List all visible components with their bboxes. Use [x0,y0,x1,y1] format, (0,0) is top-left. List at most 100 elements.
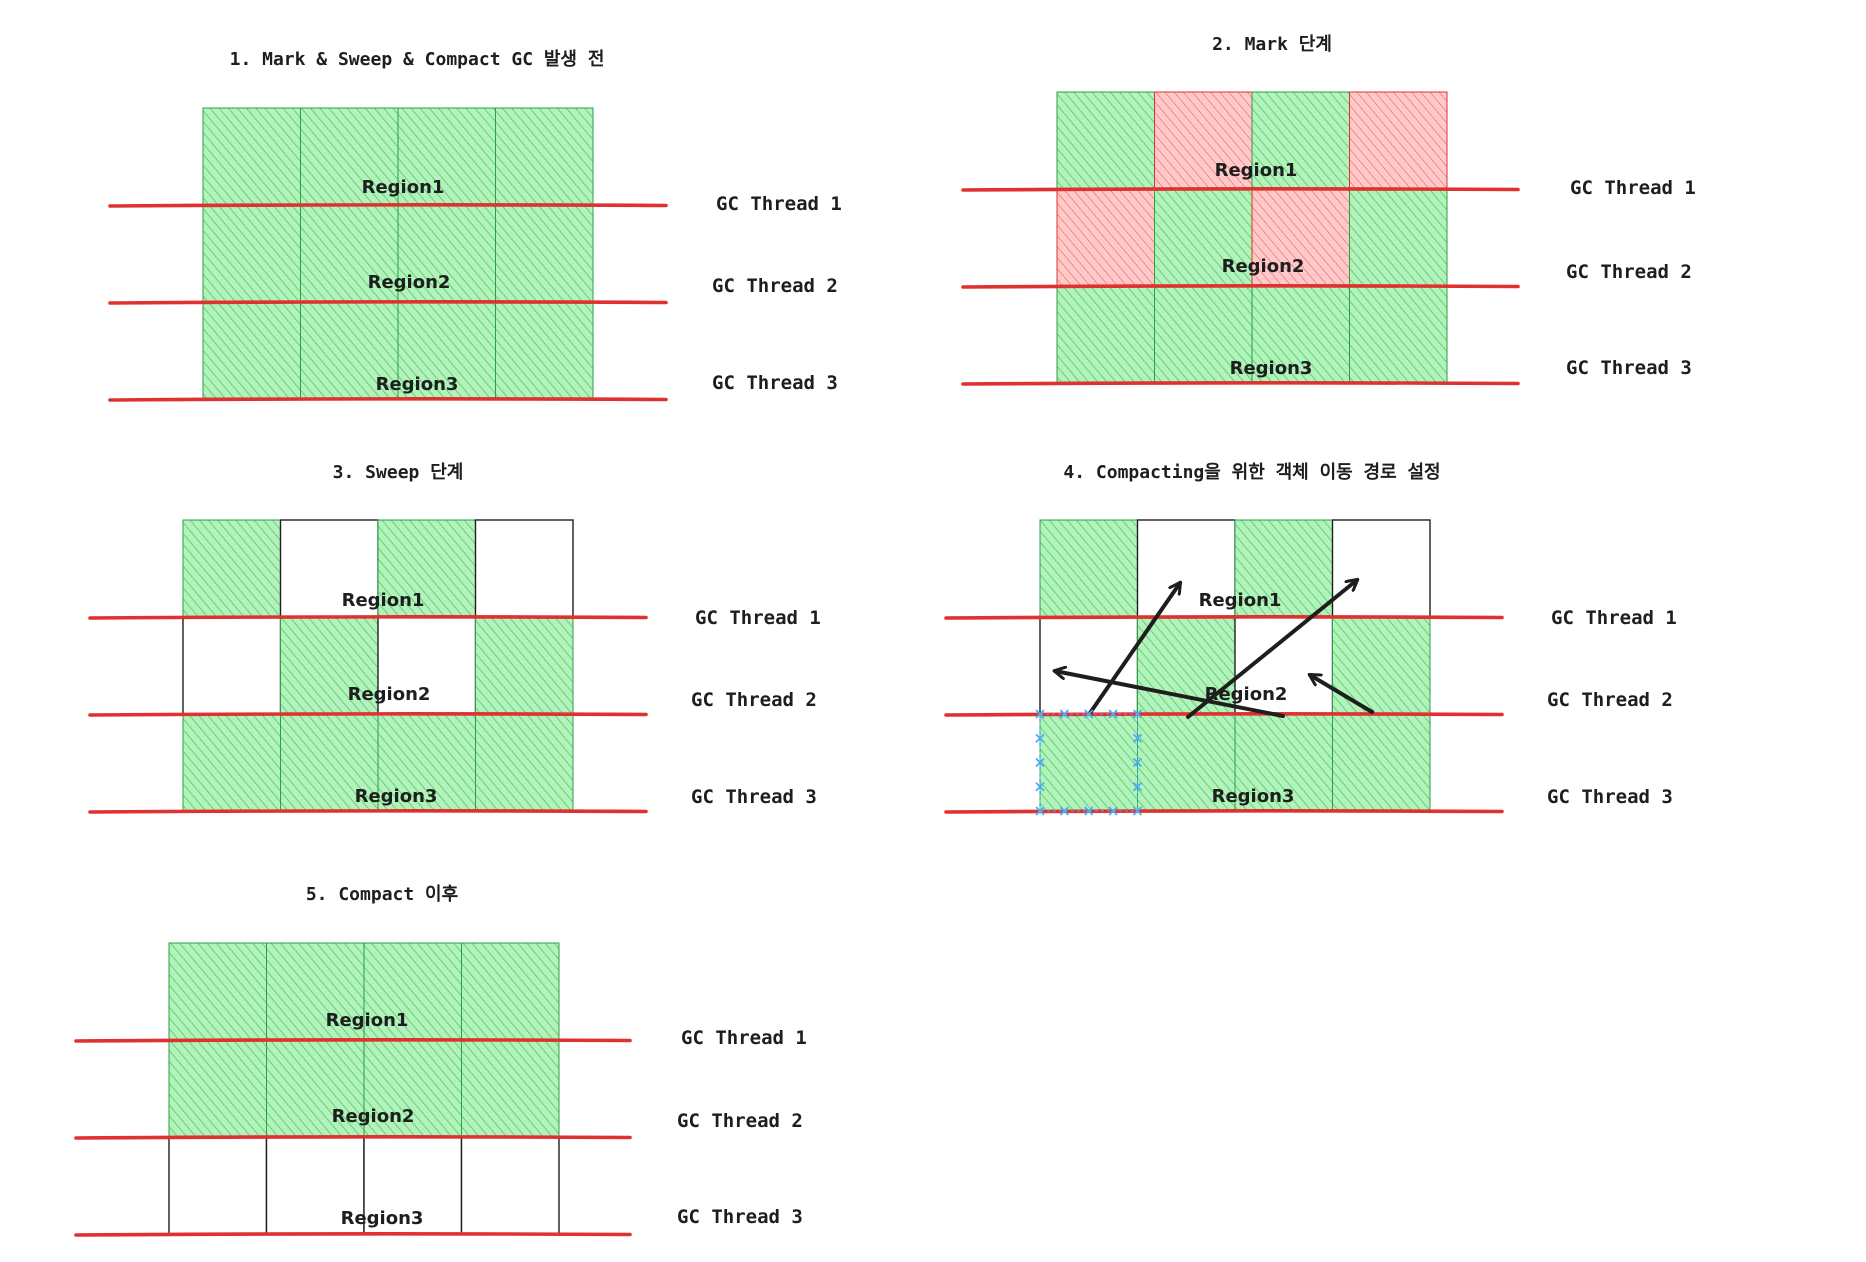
panel-1-cell-r3c4 [495,301,594,400]
panel-1-thread-line-2 [108,300,668,305]
panel-4-selection-mark-14 [1132,782,1143,792]
panel-4-selection-mark-3 [1059,709,1070,719]
panel-4-selection-mark-12 [1108,806,1118,816]
panel-5-cell-r1c1 [168,942,267,1041]
panel-4-thread3-label: GC Thread 3 [1547,786,1673,808]
panel-2-region2-label: Region2 [1221,256,1305,277]
panel-5-cell-r1c4 [461,942,560,1041]
panel-2-cell-r2c3 [1251,188,1350,287]
panel-5-thread2-label: GC Thread 2 [677,1110,803,1132]
panel-3-cell-r2c4 [475,616,574,715]
panel-2-cell-r1c3 [1251,91,1350,190]
panel-1-cell-r3c1 [202,301,301,400]
panel-4-title: 4. Compacting을 위한 객체 이동 경로 설정 [1063,462,1441,483]
panel-5-thread-line-1 [74,1038,632,1043]
panel-2-cell-r1c4 [1349,91,1448,190]
panel-3-thread2-label: GC Thread 2 [691,689,817,711]
panel-4-selection-mark-9 [1035,757,1045,768]
panel-4-selection-mark-7 [1084,709,1094,719]
panel-2-region3-label: Region3 [1229,358,1313,379]
panel-4-thread-line-3 [944,809,1504,814]
panel-3-region2-label: Region2 [347,684,431,705]
panel-3-cell-r3c3 [377,713,476,812]
panel-4-thread-line-2 [944,712,1504,717]
panel-4-move-arrow-2 [1186,580,1357,719]
panel-3-thread3-label: GC Thread 3 [691,786,817,808]
panel-4-move-arrow-4 [1310,675,1374,714]
panel-4-selection-mark-2 [1035,806,1045,816]
panel-4-selection-mark-10 [1132,757,1143,768]
panel-3-thread1-label: GC Thread 1 [695,607,821,629]
panel-1-cell-r2c1 [202,204,301,303]
panel-1-region3-label: Region3 [375,374,459,395]
panel-5-thread3-label: GC Thread 3 [677,1206,803,1228]
panel-2-cell-r3c3 [1251,285,1350,384]
panel-2-thread2-label: GC Thread 2 [1566,261,1692,283]
panel-4-selection-box [1035,709,1143,816]
panel-4-selection-mark-1 [1035,709,1045,719]
panel-3-region3-label: Region3 [354,786,438,807]
panel-1-thread-line-1 [108,203,668,208]
panel-4-region2-label: Region2 [1204,684,1288,705]
panel-2-thread-line-1 [961,187,1520,192]
panel-1-cell-r1c4 [495,107,594,206]
panel-3-cell-r1c4 [474,519,574,618]
panel-4-cell-r3c3 [1234,713,1333,812]
panel-5-thread1-label: GC Thread 1 [681,1027,807,1049]
panel-4-thread2-label: GC Thread 2 [1547,689,1673,711]
panel-5-cell-r3c3 [363,1136,463,1235]
panel-1-cell-r2c4 [495,204,594,303]
panel-5-cell-r2c2 [266,1039,365,1138]
panel-2-thread1-label: GC Thread 1 [1570,177,1696,199]
panel-5-title: 5. Compact 이후 [305,884,459,905]
panel-5-cell-r2c4 [461,1039,560,1138]
panel-5-cell-r1c3 [363,942,462,1041]
panel-2-cell-r2c4 [1349,188,1448,287]
panel-2-region1-label: Region1 [1214,160,1298,181]
panel-5-cell-r3c4 [460,1136,560,1235]
panel-4-move-arrow-1 [1088,583,1180,715]
panel-5-cell-r2c3 [363,1039,462,1138]
panel-3-cell-r1c3 [377,519,476,618]
panel-4-cell-r1c2 [1136,519,1236,618]
panel-2-title: 2. Mark 단계 [1212,34,1332,55]
panel-3-thread-line-3 [88,809,648,814]
panel-5-thread-line-2 [74,1135,632,1140]
panel-1-cell-r2c2 [300,204,399,303]
panel-4-region1-label: Region1 [1198,590,1282,611]
panel-5-cell-r1c2 [266,942,365,1041]
panel-4-cell-r3c4 [1332,713,1431,812]
panel-4-cell-r3c2 [1137,713,1236,812]
panel-2-thread3-label: GC Thread 3 [1566,357,1692,379]
panel-4-thread-line-1 [944,615,1504,620]
panel-3-thread-line-2 [88,712,648,717]
panel-3-cell-r3c4 [475,713,574,812]
panel-5-thread-line-3 [74,1232,632,1237]
panel-3-thread-line-1 [88,615,648,620]
panel-2-thread-line-3 [961,381,1520,386]
panel-3-title: 3. Sweep 단계 [332,462,464,483]
panel-1-cell-r3c2 [300,301,399,400]
panel-4-cell-r1c4 [1331,519,1431,618]
panel-3-cell-r2c1 [182,616,282,715]
panel-5-cell-r2c1 [168,1039,267,1138]
panel-1-cell-r1c3 [397,107,496,206]
panel-4-selection-mark-13 [1035,782,1045,792]
panel-1-thread-line-3 [108,397,668,402]
panel-4-cell-r1c3 [1234,519,1333,618]
panel-2-cell-r2c1 [1056,188,1155,287]
panel-4-selection-mark-15 [1132,709,1143,719]
panel-1-cell-r1c2 [300,107,399,206]
panel-5-region2-label: Region2 [331,1106,415,1127]
panel-4-cell-r2c4 [1332,616,1431,715]
panel-4-selection-mark-6 [1132,733,1143,743]
panel-1-title: 1. Mark & Sweep & Compact GC 발생 전 [229,49,605,70]
panel-3-cell-r3c1 [182,713,281,812]
panel-1-region2-label: Region2 [367,272,451,293]
panel-4-cell-r1c1 [1039,519,1138,618]
panel-3-region1-label: Region1 [341,590,425,611]
panel-4-selection-mark-8 [1084,806,1094,816]
panel-2-thread-line-2 [961,284,1520,289]
panel-4-thread1-label: GC Thread 1 [1551,607,1677,629]
panel-1-thread1-label: GC Thread 1 [716,193,842,215]
